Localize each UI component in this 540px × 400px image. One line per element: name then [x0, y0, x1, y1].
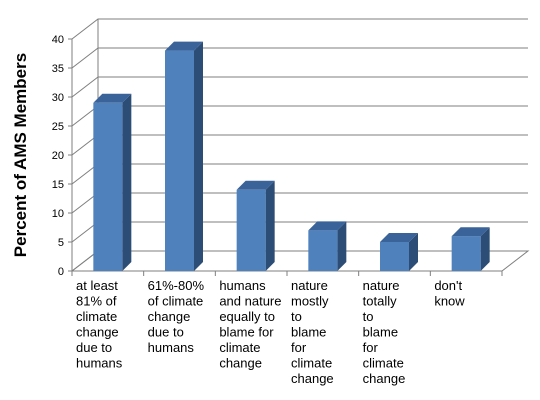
bar-side [122, 93, 132, 271]
bar-side [480, 227, 490, 271]
bar-side [337, 221, 347, 271]
bar-front [308, 230, 338, 271]
bar [308, 221, 347, 271]
y-tick-label: 10 [52, 208, 64, 220]
gridline [71, 192, 528, 214]
gridline [71, 163, 528, 185]
y-tick-label: 35 [52, 63, 64, 75]
bar-front [451, 236, 481, 271]
bar-side [265, 180, 275, 271]
bar [93, 93, 132, 271]
y-tick-label: 0 [58, 266, 64, 278]
x-category-label: humans and nature equally to blame for clima… [219, 278, 281, 371]
y-tick-label: 30 [52, 92, 64, 104]
bar-top [451, 227, 490, 237]
bar-front [380, 242, 409, 271]
bar [380, 233, 418, 271]
gridline [71, 105, 528, 127]
x-category-label: nature totally to blame for climate change [363, 278, 406, 386]
bar-side [409, 233, 418, 271]
bar-top [308, 221, 347, 231]
bar-top [93, 93, 132, 103]
gridline [71, 18, 528, 40]
y-tick-label: 5 [58, 237, 64, 249]
bar [165, 41, 203, 271]
bar-top [380, 233, 418, 242]
y-tick-label: 15 [52, 179, 64, 191]
bar-front [93, 102, 123, 271]
bar [236, 180, 275, 271]
x-category-label: at least 81% of climate change due to humans [76, 278, 123, 371]
x-category-label: nature mostly to blame for climate change [291, 278, 334, 386]
bar-front [165, 50, 194, 271]
bar-top [165, 41, 203, 51]
y-tick-label: 40 [52, 34, 64, 46]
y-axis-title: Percent of AMS Members [11, 53, 30, 257]
gridline [71, 47, 528, 69]
bar [451, 227, 490, 271]
y-tick-label: 25 [52, 121, 64, 133]
x-category-label: 61%-80% of climate change due to humans [148, 278, 205, 355]
y-tick-label: 20 [52, 150, 64, 162]
bar-front [236, 189, 266, 271]
gridline [71, 134, 528, 156]
bar-side [194, 41, 203, 271]
gridline [71, 76, 528, 98]
x-category-label: don't know [434, 278, 465, 309]
bar-top [236, 180, 275, 190]
